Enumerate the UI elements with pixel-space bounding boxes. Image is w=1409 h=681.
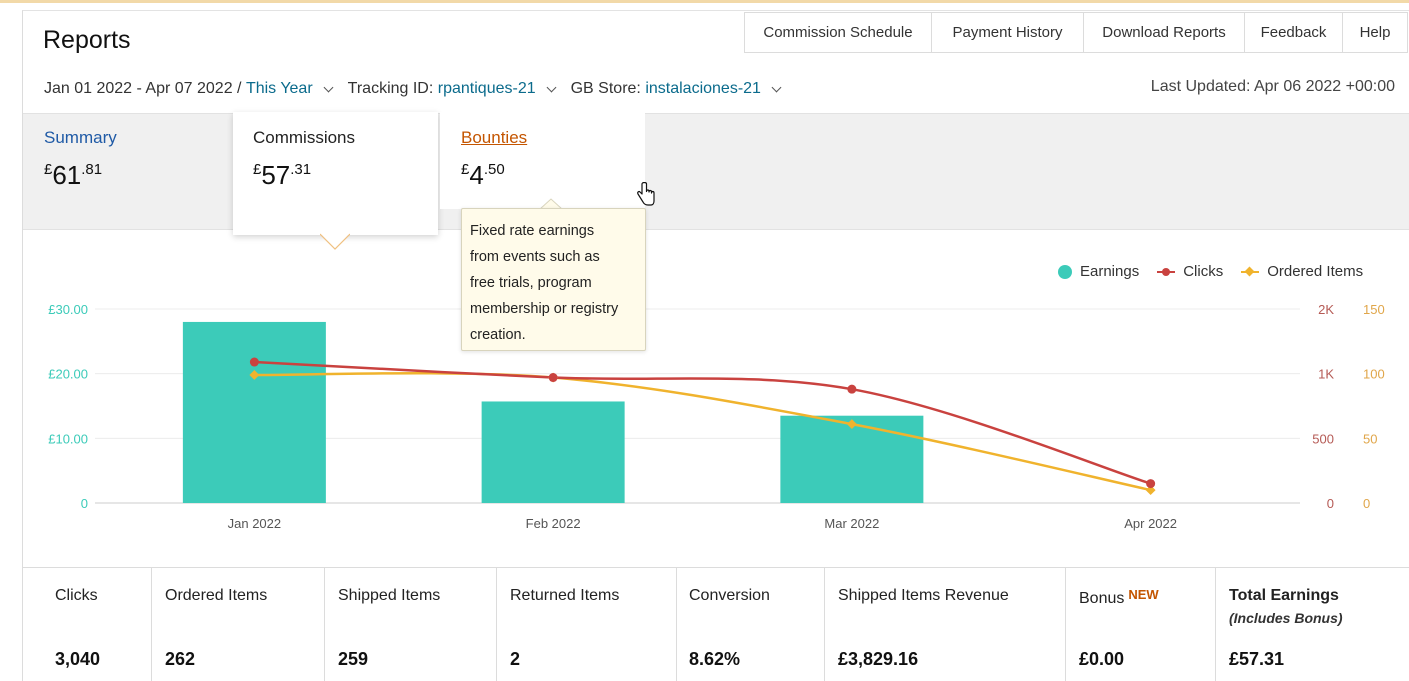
chart-legend: Earnings Clicks Ordered Items bbox=[1058, 263, 1363, 280]
commissions-card bbox=[233, 112, 438, 235]
last-updated: Last Updated: Apr 06 2022 +00:00 bbox=[1150, 78, 1395, 95]
stat-shipped-items-revenue: Shipped Items Revenue £3,829.16 bbox=[825, 568, 1066, 681]
summary-band bbox=[23, 113, 1409, 230]
chevron-down-icon[interactable] bbox=[771, 82, 782, 92]
tab-commissions[interactable]: Commissions £57.31 bbox=[253, 128, 355, 191]
tab-commissions-label: Commissions bbox=[253, 128, 356, 147]
stat-clicks: Clicks 3,040 bbox=[23, 568, 152, 681]
commissions-amount: £57.31 bbox=[253, 160, 312, 190]
selected-tab-pointer-icon bbox=[320, 233, 350, 250]
hand-cursor-icon bbox=[637, 182, 655, 206]
store-label: GB Store: bbox=[570, 80, 641, 97]
store-dropdown[interactable]: instalaciones-21 bbox=[645, 80, 761, 97]
chevron-down-icon[interactable] bbox=[323, 82, 334, 92]
filter-bar: Jan 01 2022 - Apr 07 2022 / This Year Tr… bbox=[44, 78, 796, 100]
help-link[interactable]: Help bbox=[1342, 12, 1408, 53]
clicks-line-icon bbox=[1157, 267, 1176, 276]
stats-row: Clicks 3,040 Ordered Items 262 Shipped I… bbox=[23, 567, 1409, 681]
ordered-items-line-icon bbox=[1241, 270, 1260, 273]
legend-clicks[interactable]: Clicks bbox=[1157, 263, 1223, 280]
stat-returned-items: Returned Items 2 bbox=[497, 568, 677, 681]
feedback-link[interactable]: Feedback bbox=[1244, 12, 1342, 53]
summary-amount: £61.81 bbox=[44, 160, 103, 190]
earnings-dot-icon bbox=[1058, 264, 1072, 279]
top-links: Commission Schedule Payment History Down… bbox=[744, 12, 1408, 53]
stat-total-earnings: Total Earnings (Includes Bonus) £57.31 bbox=[1229, 587, 1343, 669]
stat-bonus: Bonus NEW £0.00 bbox=[1066, 568, 1216, 681]
new-badge: NEW bbox=[1128, 587, 1159, 602]
legend-earnings[interactable]: Earnings bbox=[1058, 263, 1139, 280]
bounties-amount: £4.50 bbox=[461, 160, 505, 190]
stat-ordered-items: Ordered Items 262 bbox=[152, 568, 325, 681]
tab-bounties-label: Bounties bbox=[461, 128, 528, 147]
stat-conversion: Conversion 8.62% bbox=[677, 568, 825, 681]
date-range: Jan 01 2022 - Apr 07 2022 / bbox=[44, 80, 242, 97]
date-preset-dropdown[interactable]: This Year bbox=[245, 80, 313, 97]
tab-bounties[interactable]: Bounties £4.50 bbox=[461, 128, 527, 191]
payment-history-link[interactable]: Payment History bbox=[931, 12, 1083, 53]
chevron-down-icon[interactable] bbox=[546, 82, 557, 92]
tracking-id-label: Tracking ID: bbox=[347, 80, 434, 97]
bounties-card bbox=[440, 112, 645, 209]
page-title: Reports bbox=[43, 26, 131, 54]
top-accent-strip bbox=[0, 0, 1409, 3]
tab-summary-label: Summary bbox=[44, 128, 117, 147]
legend-ordered-items[interactable]: Ordered Items bbox=[1241, 263, 1363, 280]
stat-shipped-items: Shipped Items 259 bbox=[325, 568, 497, 681]
bounties-tooltip: Fixed rate earnings from events such as … bbox=[461, 208, 646, 351]
tracking-id-dropdown[interactable]: rpantiques-21 bbox=[437, 80, 536, 97]
tab-summary[interactable]: Summary £61.81 bbox=[44, 128, 117, 191]
commission-schedule-link[interactable]: Commission Schedule bbox=[744, 12, 931, 53]
download-reports-link[interactable]: Download Reports bbox=[1083, 12, 1244, 53]
